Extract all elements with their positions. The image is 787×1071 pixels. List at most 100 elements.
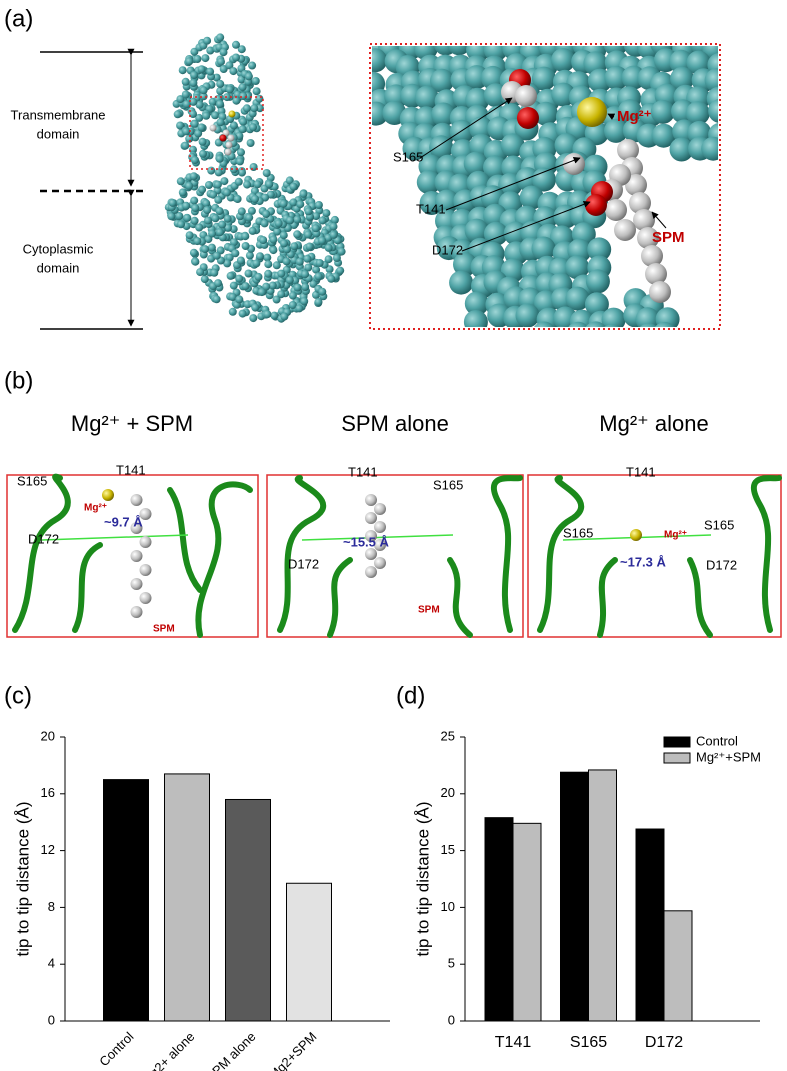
atom (197, 65, 206, 74)
ligand-atom (139, 592, 152, 604)
atom (324, 243, 333, 252)
atom (241, 242, 250, 250)
atom (237, 45, 246, 54)
ligand-atom (130, 494, 143, 506)
atom (176, 121, 185, 130)
ribbon (72, 542, 103, 633)
atom (199, 149, 207, 158)
atom (701, 19, 725, 43)
bar (635, 828, 665, 1022)
atom (198, 185, 207, 194)
view-label: ~17.3 Å (620, 554, 667, 569)
atom (182, 100, 191, 109)
atom (236, 256, 245, 265)
atom (190, 216, 199, 225)
atom (199, 86, 208, 95)
atom (289, 182, 298, 191)
domain-label: domain (37, 126, 80, 141)
atom (690, 17, 714, 41)
ligand-atom (209, 124, 217, 132)
atom (273, 227, 282, 236)
atom (251, 303, 260, 312)
atom (293, 215, 302, 224)
atom (212, 295, 221, 304)
ribbon (195, 481, 253, 638)
atom (364, 15, 388, 39)
atom (449, 119, 474, 144)
atom (533, 101, 558, 126)
atom (263, 253, 272, 262)
atom (330, 215, 339, 224)
atom (269, 235, 278, 244)
ribbon (447, 557, 473, 638)
atom (239, 92, 248, 101)
atom (293, 230, 302, 239)
atom (212, 251, 221, 260)
atom (272, 261, 281, 270)
ribbon (537, 475, 584, 633)
atom (531, 66, 556, 91)
ligand-atom (228, 110, 236, 118)
atom (262, 282, 271, 291)
y-tick-label: 4 (48, 956, 55, 971)
view-label: T141 (116, 462, 146, 477)
atom (430, 68, 454, 93)
atom (207, 243, 216, 252)
ligand-atom (515, 85, 537, 107)
atom (318, 287, 327, 296)
view-label: Mg²⁺ (84, 503, 107, 514)
view-label: SPM (153, 624, 175, 635)
atom (305, 242, 314, 251)
atom (519, 327, 543, 351)
y-axis-label: tip to tip distance (Å) (13, 802, 32, 957)
atom (224, 223, 232, 232)
atom (228, 307, 237, 316)
atom (193, 55, 202, 63)
view-label: Mg²⁺ (664, 530, 687, 541)
atom (189, 145, 197, 154)
atom (244, 72, 253, 81)
atom (216, 100, 224, 108)
atom (264, 269, 273, 278)
distance-line (41, 534, 189, 541)
atom (429, 135, 454, 160)
atom (304, 207, 313, 216)
atom (551, 48, 576, 73)
view-label: T141 (626, 464, 656, 479)
ligand-atom (517, 107, 539, 129)
ligand-atom (374, 503, 386, 515)
atom (201, 245, 210, 254)
atom (274, 219, 283, 228)
atom (465, 20, 489, 44)
atom (282, 257, 291, 266)
atom (259, 236, 268, 245)
atom (481, 327, 505, 351)
y-tick-label: 0 (448, 1012, 455, 1027)
ligand-atom (139, 508, 152, 520)
x-tick-label: Mg2+ alone (139, 1029, 198, 1071)
atom (216, 118, 225, 127)
bar (103, 779, 149, 1022)
atom (414, 85, 439, 110)
atom (285, 176, 294, 185)
atom (585, 269, 610, 294)
atom (191, 257, 200, 266)
atom (288, 291, 297, 300)
atom (204, 216, 212, 225)
atom (465, 87, 490, 112)
ribbon (750, 475, 782, 633)
view-frame (266, 474, 524, 638)
atom (601, 307, 626, 327)
atom (290, 242, 299, 251)
atom (245, 213, 254, 222)
y-tick-label: 20 (441, 785, 455, 800)
atom (237, 207, 246, 216)
atom (571, 16, 595, 40)
atom (557, 326, 565, 327)
ligand-atom (629, 192, 651, 214)
ligand-atom (130, 606, 143, 618)
atom (181, 77, 190, 86)
atom (195, 223, 204, 232)
